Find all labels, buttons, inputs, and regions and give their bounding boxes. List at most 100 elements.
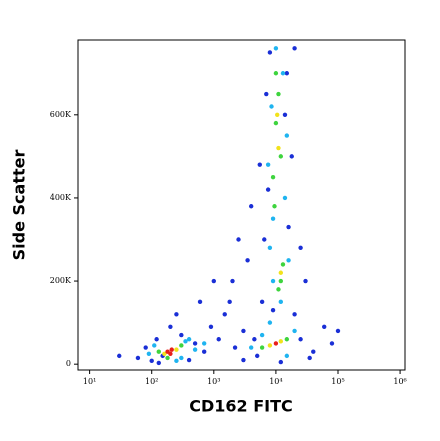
event-dot <box>259 345 265 350</box>
y-axis-title: Side Scatter <box>10 150 29 261</box>
event-dot <box>270 174 276 180</box>
event-dot <box>311 349 316 354</box>
event-dot <box>270 307 276 313</box>
event-dot <box>278 299 284 305</box>
event-dot <box>179 355 184 361</box>
y-tick-label: 200K <box>50 276 72 285</box>
event-dot <box>267 245 273 251</box>
event-dot <box>275 112 280 118</box>
event-dot <box>280 262 286 267</box>
event-dot <box>241 328 246 334</box>
event-dot <box>289 154 294 159</box>
event-dot <box>322 324 327 329</box>
event-dot <box>168 351 173 356</box>
event-dot <box>329 341 335 346</box>
event-dot <box>179 332 184 338</box>
event-dot <box>201 349 207 354</box>
event-dot <box>241 357 246 363</box>
x-tick-label: 10⁵ <box>331 377 344 386</box>
event-dot <box>286 258 291 263</box>
event-dot <box>192 347 198 352</box>
event-dot <box>335 328 341 334</box>
event-dot <box>278 339 284 344</box>
event-dot <box>169 347 174 352</box>
y-tick-label: 0 <box>66 359 71 368</box>
x-tick-label: 10¹ <box>83 377 96 386</box>
x-tick-label: 10⁶ <box>393 377 406 386</box>
event-dot <box>276 91 281 97</box>
event-dot <box>245 258 250 263</box>
event-dot <box>174 312 179 317</box>
event-dot <box>186 357 192 363</box>
event-dot <box>248 204 254 209</box>
event-dot <box>282 195 288 201</box>
event-dot <box>262 237 267 242</box>
event-dot <box>236 237 241 242</box>
event-dot <box>264 91 269 97</box>
event-dot <box>298 337 303 342</box>
y-tick-label: 600K <box>50 110 72 119</box>
event-dot <box>186 337 192 342</box>
event-dot <box>152 343 157 348</box>
event-dot <box>174 347 179 352</box>
event-dot <box>273 71 279 76</box>
event-dot <box>282 112 288 118</box>
event-dot <box>248 345 254 350</box>
event-dot <box>267 320 273 325</box>
event-dot <box>222 312 227 317</box>
event-dot <box>259 332 265 338</box>
event-dot <box>197 299 203 305</box>
event-dot <box>232 345 238 350</box>
event-dot <box>270 216 276 221</box>
event-dot <box>307 355 312 361</box>
event-dot <box>211 278 217 284</box>
event-dot <box>117 353 122 359</box>
event-dot <box>278 278 284 284</box>
event-dot <box>284 337 290 342</box>
plot-frame <box>77 39 406 371</box>
event-dot <box>179 343 184 348</box>
event-dot <box>149 358 154 364</box>
event-dot <box>162 351 167 356</box>
event-dot <box>265 162 271 167</box>
event-dot <box>278 270 284 275</box>
event-dot <box>292 328 297 334</box>
event-dot <box>269 104 274 109</box>
event-dot <box>284 133 290 138</box>
event-dot <box>273 341 279 346</box>
event-dot <box>168 324 173 329</box>
event-dot <box>156 360 161 366</box>
event-dot <box>183 339 188 344</box>
event-dot <box>165 355 170 361</box>
event-dot <box>259 299 265 305</box>
event-dot <box>201 341 207 346</box>
event-dot <box>156 349 161 354</box>
event-dot <box>216 337 221 342</box>
event-dot <box>278 154 284 159</box>
event-dot <box>267 50 273 55</box>
event-dot <box>272 204 277 209</box>
event-dot <box>286 224 291 230</box>
event-dot <box>273 120 279 126</box>
x-axis-title: CD162 FITC <box>189 397 293 416</box>
event-dot <box>276 287 281 292</box>
event-dot <box>143 345 148 350</box>
event-dot <box>284 71 290 76</box>
y-tick-label: 400K <box>50 193 72 202</box>
event-dot <box>273 46 279 51</box>
event-dot <box>174 358 179 364</box>
x-tick-label: 10³ <box>207 377 220 386</box>
event-dot <box>154 337 159 342</box>
event-dot <box>280 71 286 76</box>
event-dot <box>278 359 284 365</box>
x-tick-label: 10⁴ <box>269 377 282 386</box>
event-dot <box>265 187 271 192</box>
event-dot <box>292 312 297 317</box>
event-dot <box>292 46 297 51</box>
x-tick-label: 10² <box>145 377 158 386</box>
event-dot <box>298 245 303 251</box>
event-dot <box>267 343 273 348</box>
event-dot <box>270 278 276 284</box>
event-dot <box>284 353 290 359</box>
